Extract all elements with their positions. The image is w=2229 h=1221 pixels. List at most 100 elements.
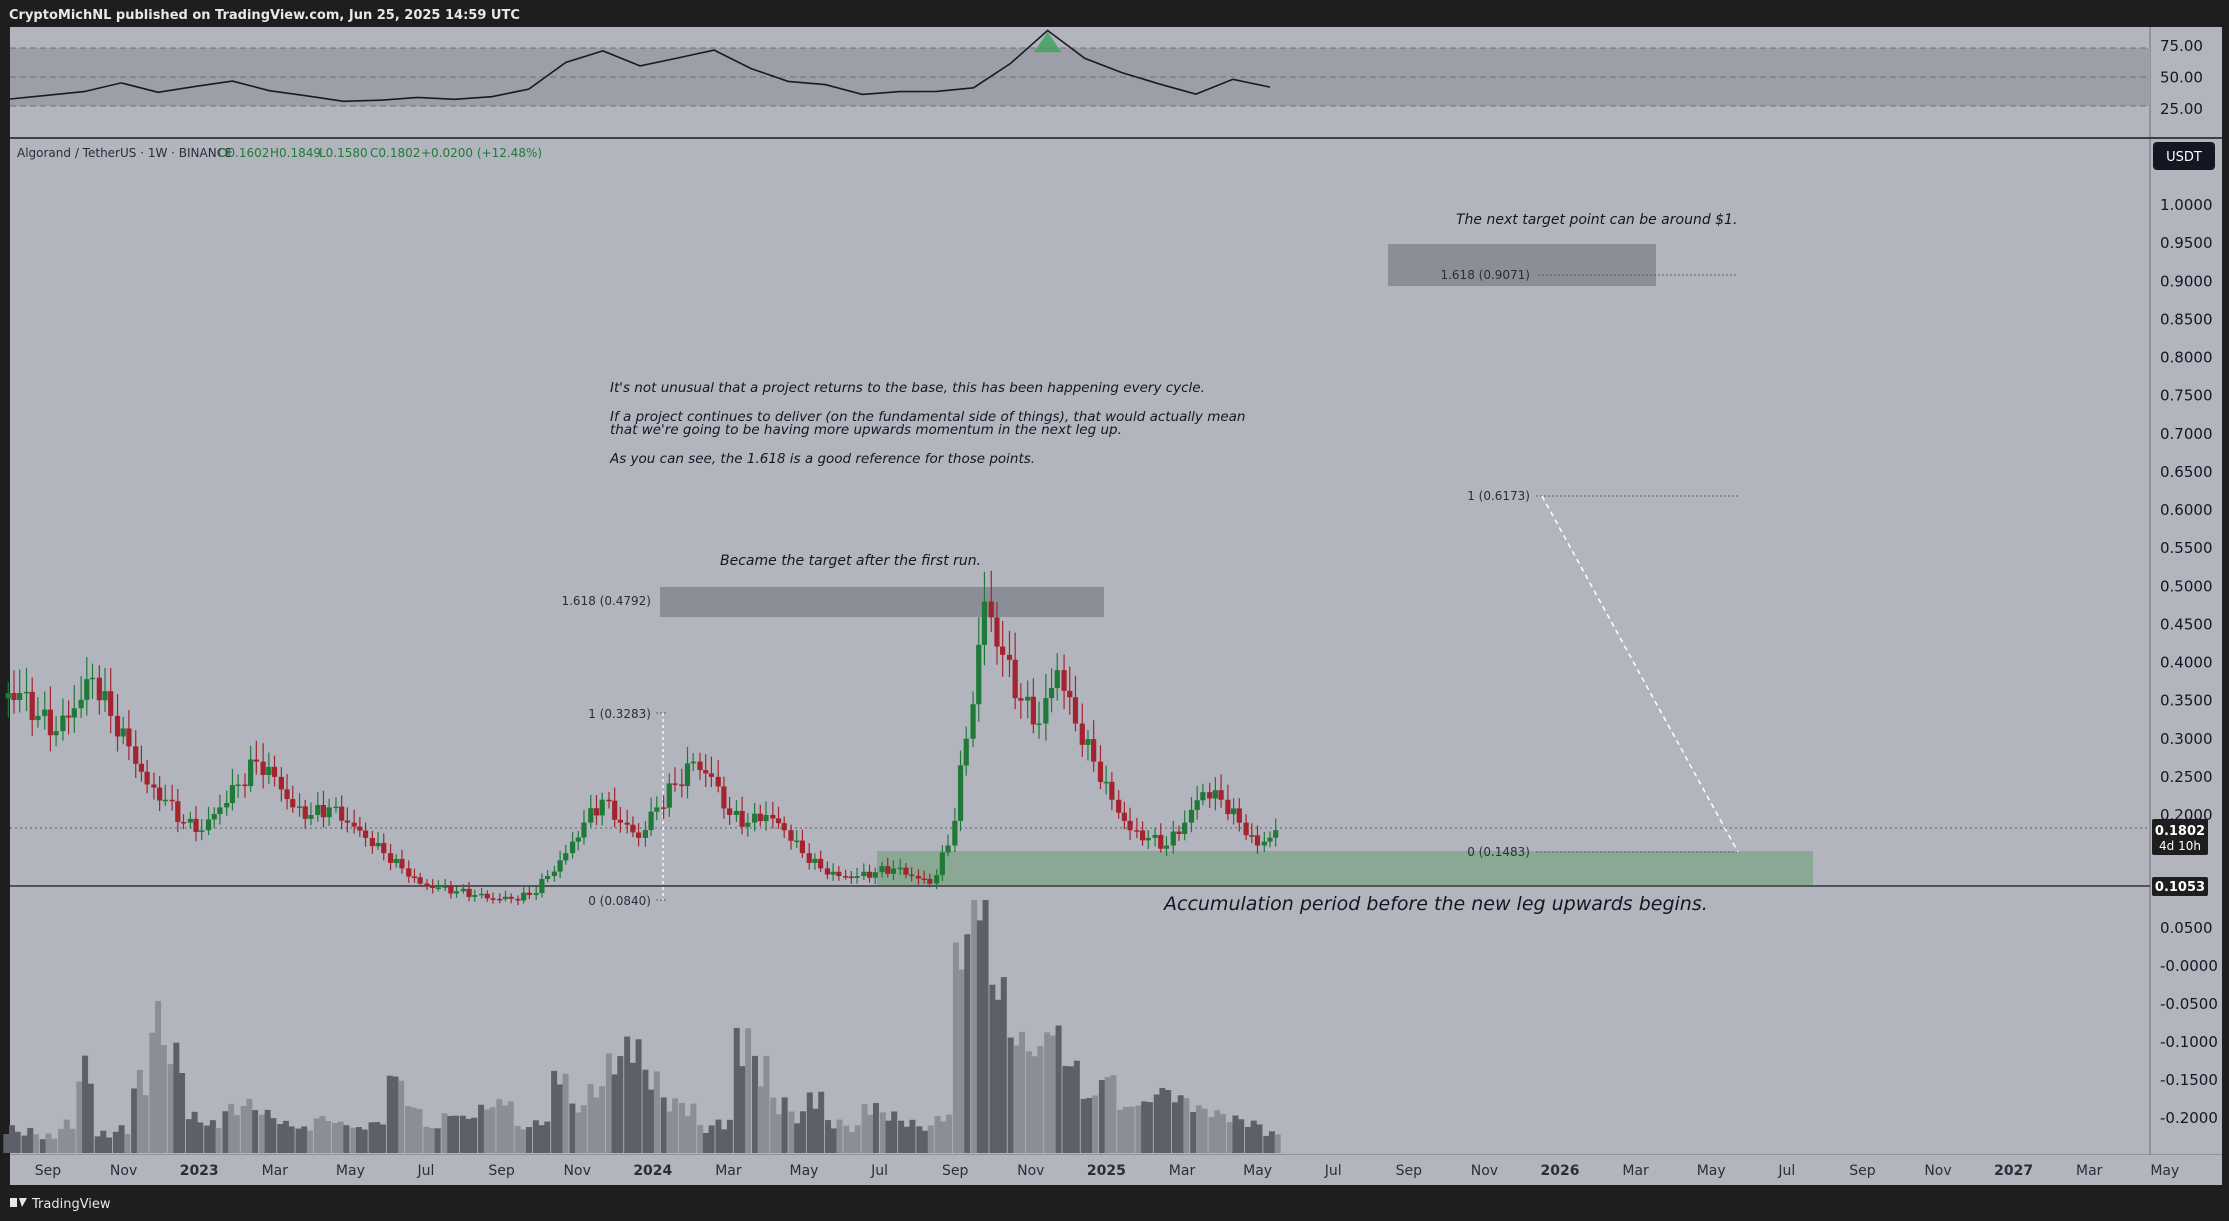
histogram-bar bbox=[1146, 1102, 1153, 1153]
histogram-bar bbox=[1245, 1126, 1252, 1153]
candle-body bbox=[921, 878, 927, 881]
histogram-bar bbox=[51, 1138, 58, 1153]
time-tick-label: May bbox=[2150, 1163, 2179, 1179]
histogram-bar bbox=[770, 1097, 777, 1153]
histogram-bar bbox=[368, 1122, 375, 1153]
histogram-bar bbox=[1000, 977, 1007, 1153]
current-price-value: 0.1802 bbox=[2155, 824, 2205, 839]
candle-body bbox=[1079, 723, 1085, 745]
histogram-bar bbox=[1177, 1095, 1184, 1153]
candle-body bbox=[1103, 781, 1109, 784]
price-tick-label: 0.8500 bbox=[2160, 310, 2213, 328]
candle-body bbox=[430, 885, 436, 888]
histogram-bar bbox=[1208, 1117, 1215, 1153]
candle-body bbox=[271, 766, 278, 777]
price-tick-label: 0.6500 bbox=[2160, 463, 2213, 481]
candle-body bbox=[1006, 654, 1013, 660]
candle-body bbox=[915, 876, 922, 879]
price-axis-background[interactable] bbox=[2150, 27, 2222, 1155]
histogram-bar bbox=[964, 934, 971, 1153]
candle-body bbox=[648, 811, 654, 831]
histogram-panel[interactable] bbox=[3, 900, 1281, 1153]
new-fib-1618-zone[interactable] bbox=[1388, 244, 1656, 286]
histogram-bar bbox=[1031, 1056, 1038, 1153]
candle-body bbox=[157, 787, 163, 801]
histogram-bar bbox=[191, 1111, 198, 1153]
candle-body bbox=[1091, 739, 1097, 762]
histogram-bar bbox=[478, 1104, 485, 1153]
histogram-bar bbox=[642, 1069, 649, 1153]
histogram-bar bbox=[733, 1027, 740, 1153]
histogram-bar bbox=[374, 1122, 381, 1153]
histogram-bar bbox=[240, 1105, 247, 1153]
candle-body bbox=[715, 776, 721, 787]
histogram-bar bbox=[867, 1114, 874, 1153]
candle-body bbox=[1025, 696, 1031, 701]
time-tick-label: Mar bbox=[262, 1163, 289, 1179]
currency-badge[interactable] bbox=[2153, 142, 2215, 170]
candle-body bbox=[963, 738, 969, 766]
tradingview-logo[interactable]: TradingView bbox=[10, 1197, 111, 1212]
histogram-axis: 0.0500 -0.0000 -0.0500 -0.1000 -0.1500 -0.200… bbox=[2160, 919, 2218, 1127]
time-tick-label: Nov bbox=[1017, 1163, 1044, 1179]
candle-body bbox=[120, 728, 126, 737]
new-fib-0-label: 0 (0.1483) bbox=[1467, 845, 1530, 859]
histogram-bar bbox=[952, 942, 959, 1153]
old-fib-1618-zone[interactable] bbox=[660, 587, 1104, 617]
candle-body bbox=[617, 819, 623, 823]
candle-body bbox=[1072, 697, 1079, 724]
candle-body bbox=[266, 766, 272, 775]
histogram-bar bbox=[587, 1084, 594, 1153]
candle-body bbox=[1212, 790, 1218, 799]
candle-body bbox=[5, 693, 11, 699]
histogram-bar bbox=[989, 984, 996, 1153]
candle-body bbox=[169, 799, 175, 802]
price-tick-label: 0.4000 bbox=[2160, 654, 2213, 672]
candle-body bbox=[472, 895, 478, 897]
histogram-bar bbox=[812, 1108, 819, 1153]
candle-body bbox=[315, 805, 321, 815]
candle-body bbox=[71, 708, 77, 718]
candle-body bbox=[1230, 808, 1237, 815]
oscillator-panel[interactable]: 75.00 50.00 25.00 bbox=[9, 29, 2203, 119]
publish-header: CryptoMichNL published on TradingView.co… bbox=[9, 8, 520, 23]
candle-body bbox=[763, 815, 769, 822]
candle-body bbox=[666, 783, 672, 808]
histogram-bar bbox=[995, 999, 1002, 1153]
histogram-bar bbox=[270, 1118, 277, 1153]
candle-body bbox=[739, 810, 745, 827]
candle-body bbox=[606, 799, 612, 802]
candle-body bbox=[981, 601, 988, 645]
symbol-legend[interactable]: Algorand / TetherUS · 1W · BINANCE O0.16… bbox=[17, 146, 542, 160]
time-axis-background[interactable] bbox=[10, 1155, 2222, 1185]
logo-mark bbox=[10, 1198, 17, 1207]
histogram-bar bbox=[106, 1137, 113, 1153]
histogram-bar bbox=[1007, 1037, 1014, 1153]
candle-body bbox=[588, 808, 594, 823]
candle-body bbox=[708, 773, 714, 777]
histogram-bar bbox=[532, 1120, 539, 1153]
candle-body bbox=[781, 823, 787, 831]
candle-body bbox=[599, 799, 605, 816]
accumulation-zone[interactable] bbox=[877, 851, 1813, 885]
candle-body bbox=[1188, 809, 1195, 823]
candle-body bbox=[945, 845, 951, 853]
candle-body bbox=[1182, 822, 1188, 835]
candle-body bbox=[362, 830, 369, 838]
histogram-bar bbox=[136, 1069, 143, 1153]
histogram-bar bbox=[258, 1114, 265, 1153]
histogram-bar bbox=[9, 1125, 15, 1153]
time-tick-label: Sep bbox=[1849, 1163, 1876, 1179]
candle-body bbox=[1061, 670, 1067, 691]
histogram-bar bbox=[343, 1125, 350, 1153]
level-price-value: 0.1053 bbox=[2155, 880, 2205, 895]
candle-body bbox=[799, 840, 806, 854]
candle-body bbox=[757, 813, 763, 822]
candle-body bbox=[794, 840, 800, 843]
price-tick-label: 0.9000 bbox=[2160, 272, 2213, 290]
logo-mark-slant bbox=[19, 1198, 27, 1207]
time-tick-label: Sep bbox=[488, 1163, 515, 1179]
time-tick-label: Nov bbox=[1924, 1163, 1951, 1179]
candlestick-series[interactable] bbox=[5, 570, 1279, 906]
